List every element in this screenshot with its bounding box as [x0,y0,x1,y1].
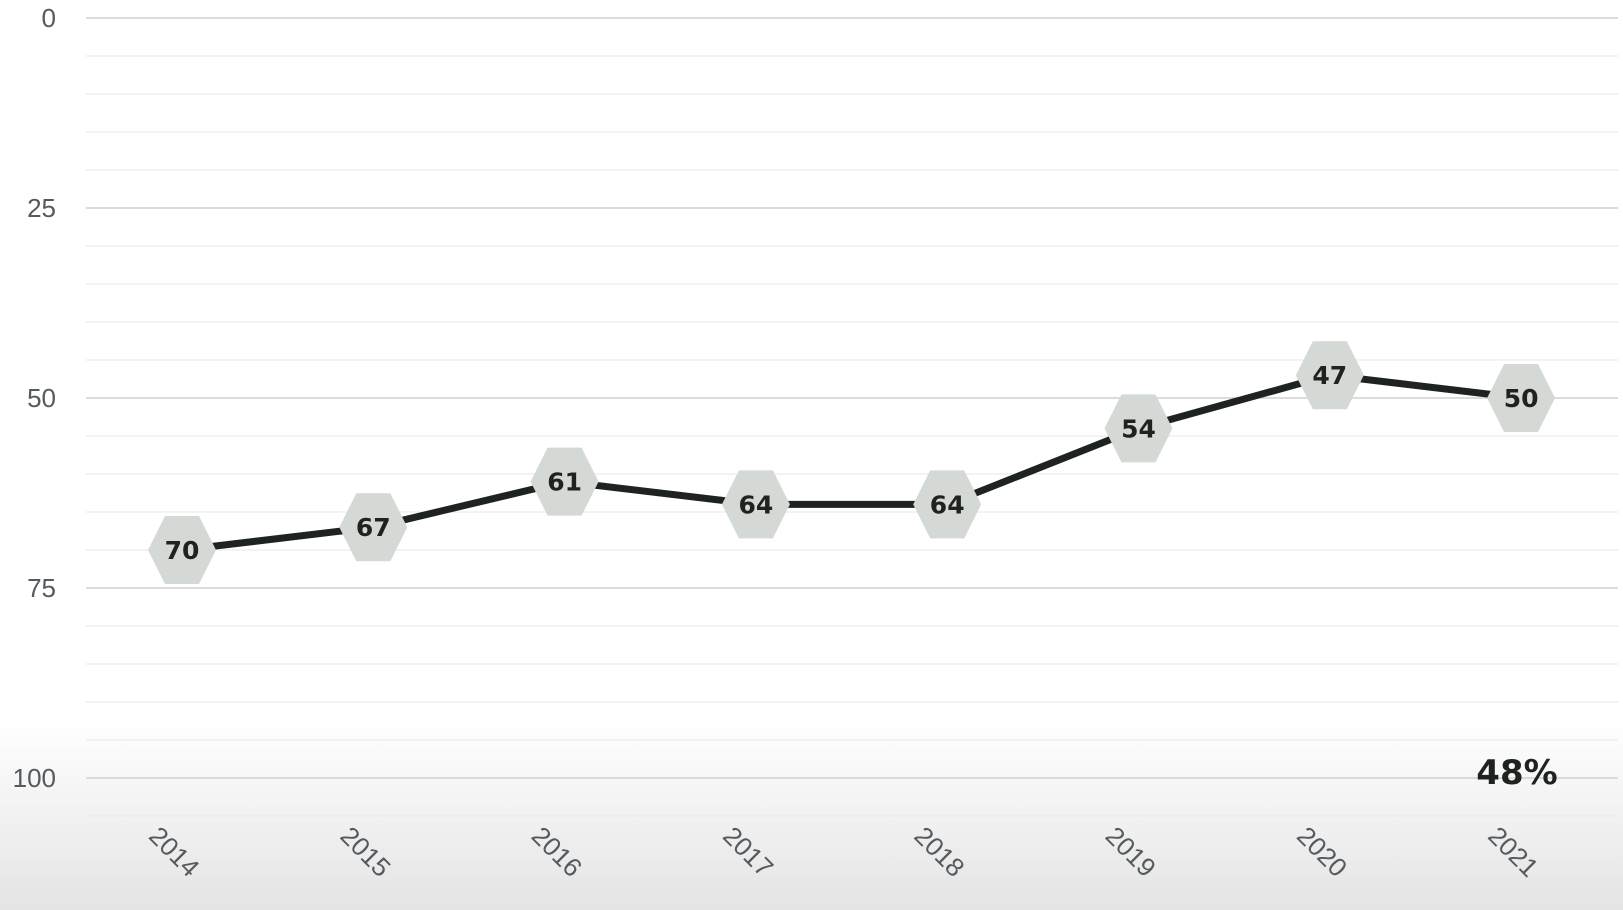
grid [86,17,1618,817]
series-line-group [178,371,1525,554]
y-tick-label: 50 [27,383,56,413]
data-point-marker [1487,364,1556,432]
data-label: 47 [1312,361,1347,390]
data-label: 70 [165,536,200,565]
data-point-marker [1104,394,1173,463]
data-label: 67 [356,513,391,542]
data-point-marker [530,447,599,516]
data-label: 64 [739,490,774,519]
data-label: 61 [547,468,582,497]
y-tick-label: 75 [27,573,56,603]
y-tick-label: 0 [42,3,56,33]
data-point-marker [913,470,982,539]
y-tick-label: 25 [27,193,56,223]
data-label: 50 [1504,384,1539,413]
y-axis: 0 25 50 75 100 [13,3,56,793]
chart-background-fade [0,720,1623,910]
data-point-marker [339,493,408,562]
data-label: 64 [930,490,965,519]
markers: 70 67 61 64 64 54 47 50 [148,341,1556,584]
data-point-marker [1295,341,1364,410]
data-label: 54 [1121,414,1156,443]
y-tick-label: 100 [13,763,56,793]
series-line [178,371,1525,554]
data-point-marker [148,516,216,584]
data-point-marker [721,470,790,539]
summary-annotation: 48% [1476,753,1557,793]
